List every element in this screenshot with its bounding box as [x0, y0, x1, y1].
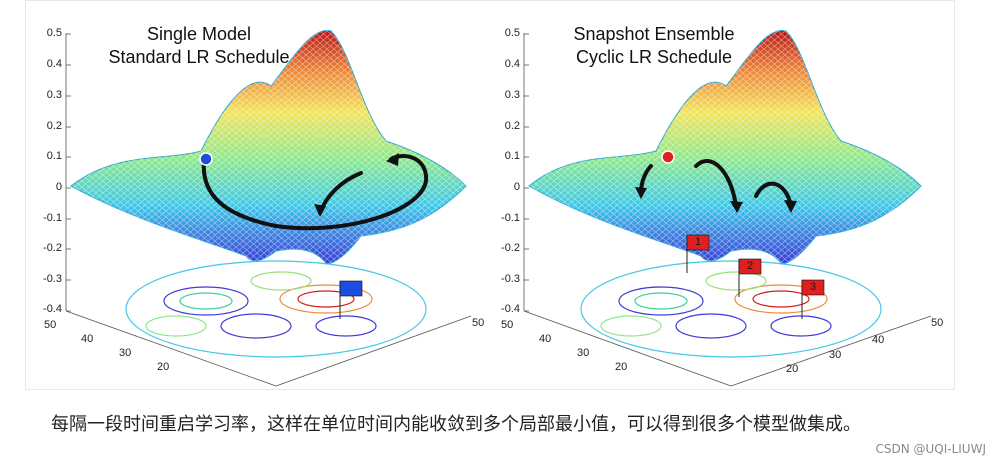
left-surface-plot: Single Model Standard LR Schedule 0.5 0.…	[26, 1, 491, 391]
x-tick: 50	[501, 319, 514, 331]
z-tick: 0.4	[504, 58, 520, 70]
x-tick: 40	[872, 334, 885, 346]
z-tick: 0.4	[46, 58, 62, 70]
right-flag-2	[738, 258, 762, 297]
x-tick: 20	[615, 361, 628, 373]
x-tick: 20	[786, 363, 799, 375]
z-tick: 0	[55, 181, 62, 193]
x-tick: 50	[931, 317, 944, 329]
z-tick: 0.5	[504, 27, 520, 39]
right-axes	[523, 33, 932, 387]
z-tick: -0.1	[501, 212, 520, 224]
x-tick: 40	[81, 333, 94, 345]
x-tick: 30	[829, 349, 842, 361]
right-surface-svg	[523, 30, 932, 387]
z-tick: -0.3	[501, 273, 520, 285]
right-panel-title: Snapshot Ensemble Cyclic LR Schedule	[539, 23, 769, 69]
caption-paragraph: 每隔一段时间重启学习率，这样在单位时间内能收敛到多个局部最小值，可以得到很多个模…	[51, 414, 861, 435]
z-tick: -0.4	[43, 303, 62, 315]
flag-label: 2	[746, 260, 754, 272]
z-tick: 0.2	[504, 120, 520, 132]
left-flag	[339, 280, 363, 319]
right-flag-1	[686, 234, 710, 273]
right-start-marker	[661, 150, 675, 164]
flag-label: 1	[694, 236, 702, 248]
right-title-line1: Snapshot Ensemble	[573, 24, 735, 44]
left-start-marker	[199, 152, 213, 166]
left-contours	[125, 260, 427, 358]
left-surface-svg	[65, 30, 472, 387]
left-axes	[65, 33, 472, 387]
x-tick: 40	[539, 333, 552, 345]
x-tick: 30	[577, 347, 590, 359]
csdn-watermark: CSDN @UQI-LIUWJ	[875, 442, 986, 456]
z-tick: 0.3	[46, 89, 62, 101]
z-tick: 0.2	[46, 120, 62, 132]
right-contours	[580, 260, 882, 358]
z-tick: -0.4	[501, 303, 520, 315]
x-tick: 30	[119, 347, 132, 359]
left-panel-title: Single Model Standard LR Schedule	[84, 23, 314, 69]
z-tick: 0.3	[504, 89, 520, 101]
right-flag-3	[801, 279, 825, 319]
left-title-line1: Single Model	[146, 24, 252, 44]
flag-label: 3	[809, 281, 817, 293]
z-tick: 0.1	[504, 150, 520, 162]
right-title-line2: Cyclic LR Schedule	[575, 47, 733, 67]
z-tick: 0	[513, 181, 520, 193]
left-title-line2: Standard LR Schedule	[108, 47, 290, 67]
z-tick: -0.1	[43, 212, 62, 224]
z-tick: -0.3	[43, 273, 62, 285]
z-tick: -0.2	[43, 242, 62, 254]
left-surface	[70, 30, 467, 265]
right-surface	[528, 30, 922, 265]
right-surface-plot: Snapshot Ensemble Cyclic LR Schedule 1 2…	[491, 1, 956, 391]
x-tick: 50	[44, 319, 57, 331]
x-tick: 50	[472, 317, 485, 329]
z-tick: 0.5	[46, 27, 62, 39]
z-tick: 0.1	[46, 150, 62, 162]
z-tick: -0.2	[501, 242, 520, 254]
x-tick: 20	[157, 361, 170, 373]
figure-image: Single Model Standard LR Schedule 0.5 0.…	[25, 0, 955, 390]
